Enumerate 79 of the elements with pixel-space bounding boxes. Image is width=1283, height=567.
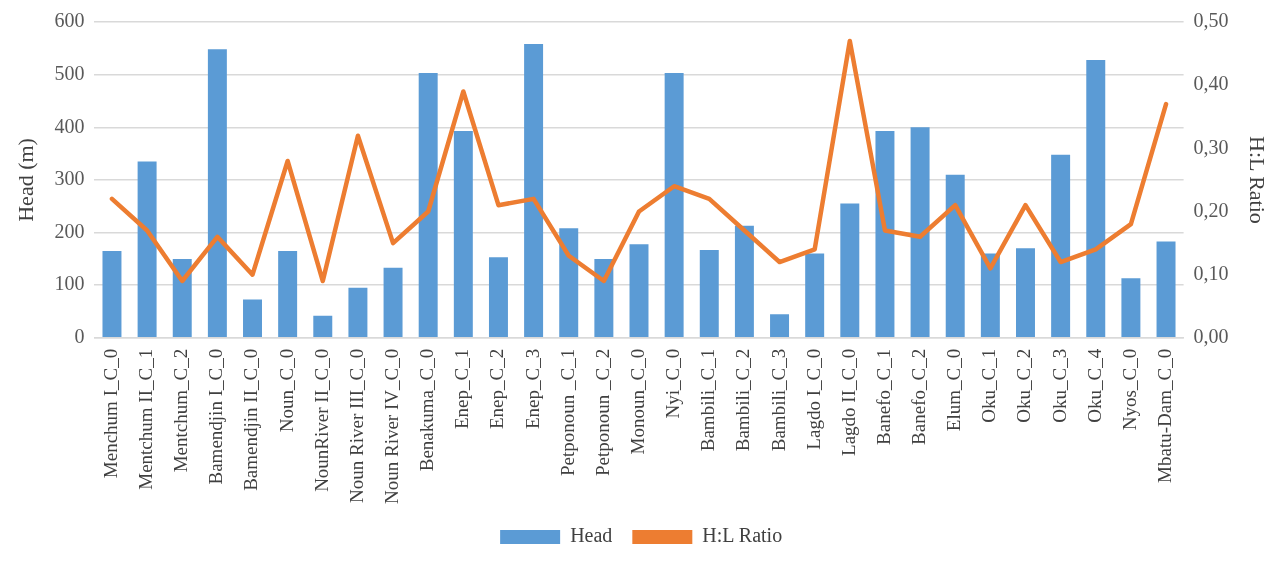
bar — [1156, 241, 1176, 338]
bar — [805, 253, 825, 338]
bar — [524, 44, 544, 338]
bar — [559, 228, 579, 338]
bar — [172, 258, 192, 338]
bar — [1016, 248, 1035, 338]
x-tick-label: Nyi_C_0 — [662, 348, 684, 419]
y-tick-label: 0 — [74, 325, 85, 348]
bar — [699, 249, 719, 338]
y-tick-label: 300 — [54, 167, 85, 190]
x-tick-label: NounRiver II_C_0 — [310, 348, 332, 492]
x-tick-label: Bamendjin II_C_0 — [240, 348, 262, 491]
bar — [945, 174, 965, 338]
x-tick-label: Lagdo I_C_0 — [802, 348, 824, 450]
x-tick-label: Monoun_C_0 — [626, 348, 648, 455]
y2-tick-label: 0,10 — [1193, 261, 1229, 284]
bar — [980, 253, 1000, 338]
x-tick-label: Oku_C_3 — [1048, 348, 1070, 423]
bar — [453, 130, 473, 338]
y2-tick-label: 0,20 — [1193, 198, 1229, 221]
x-tick-label: Noun River III_C_0 — [345, 348, 367, 503]
x-tick-label: Lagdo II_C_0 — [837, 348, 859, 456]
bar — [1086, 59, 1106, 338]
bar — [348, 287, 368, 338]
x-tick-label: Mbatu-Dam_C_0 — [1154, 348, 1176, 483]
y-tick-label: 600 — [54, 9, 85, 32]
bar — [102, 250, 122, 338]
x-tick-label: Bambili_C_3 — [767, 348, 789, 452]
bar — [313, 315, 333, 338]
x-tick-label: Oku_C_2 — [1013, 348, 1035, 423]
x-tick-label: Noun River IV_C_0 — [381, 348, 403, 504]
x-tick-label: Petponoun _C_2 — [591, 348, 613, 477]
x-tick-label: Oku_C_1 — [978, 348, 1000, 423]
x-tick-label: Benakuma_C_0 — [416, 348, 438, 472]
bar — [278, 250, 298, 338]
bar — [734, 225, 754, 338]
bar — [594, 258, 614, 338]
y-axis-title: Head (m) — [12, 138, 38, 222]
bar — [1121, 278, 1141, 338]
y2-tick-label: 0,30 — [1193, 135, 1229, 158]
bar — [243, 299, 262, 338]
y2-tick-label: 0,00 — [1193, 325, 1229, 348]
x-tick-label: Mentchum II_C_1 — [135, 348, 157, 490]
x-tick-label: Banefo_C_1 — [872, 348, 894, 445]
x-tick-label: Bambili_C_2 — [732, 348, 754, 452]
bar — [664, 73, 684, 338]
legend-label: H:L Ratio — [702, 524, 783, 547]
y2-tick-label: 0,40 — [1193, 72, 1229, 95]
y-tick-label: 200 — [54, 219, 85, 242]
bar — [488, 257, 508, 338]
bar — [629, 244, 649, 338]
x-tick-label: Enep_C_3 — [521, 348, 543, 430]
y2-tick-label: 0,50 — [1193, 9, 1229, 32]
x-tick-label: Noun_C_0 — [275, 348, 297, 433]
x-tick-label: Menchum I_C_0 — [99, 348, 121, 479]
x-tick-label: Bamendjin I_C_0 — [205, 348, 227, 485]
y-tick-label: 500 — [54, 61, 85, 84]
bar — [875, 130, 895, 338]
bar — [840, 203, 860, 338]
bar — [1051, 154, 1071, 338]
x-tick-label: Bambili_C_1 — [697, 348, 719, 452]
x-tick-label: Petponoun _C_1 — [556, 348, 578, 477]
bar — [207, 49, 227, 338]
legend-label: Head — [570, 524, 613, 547]
bar — [418, 73, 438, 338]
y2-axis-title: H:L Ratio — [1245, 136, 1271, 224]
y-tick-label: 400 — [54, 114, 85, 137]
x-tick-label: Oku_C_4 — [1083, 348, 1105, 423]
bar — [910, 127, 930, 338]
x-tick-label: Enep_C_1 — [451, 348, 473, 430]
x-tick-label: Elum_C_0 — [943, 348, 965, 432]
y-tick-label: 100 — [54, 272, 85, 295]
x-tick-label: Enep_C_2 — [486, 348, 508, 430]
x-tick-label: Nyos_C_0 — [1118, 348, 1140, 431]
x-tick-label: Mentchum_C_2 — [170, 348, 192, 473]
bar — [137, 161, 157, 338]
bar — [383, 267, 403, 338]
x-tick-label: Banefo_C_2 — [908, 348, 930, 445]
bar — [770, 314, 790, 338]
